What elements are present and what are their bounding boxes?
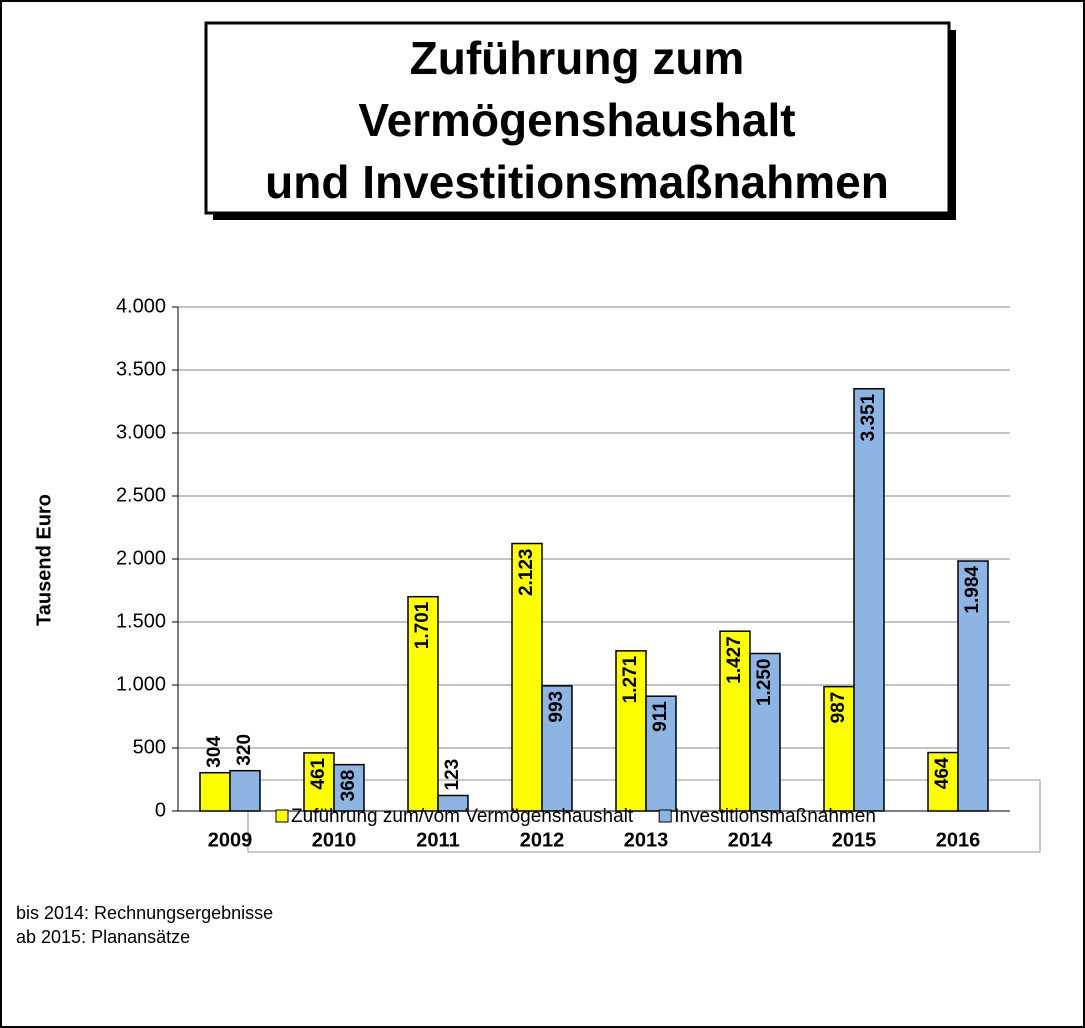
data-label: 320: [234, 734, 255, 766]
chart-title: und Investitionsmaßnahmen: [265, 156, 889, 208]
data-label: 464: [932, 757, 953, 789]
data-label: 304: [204, 736, 225, 768]
x-tick-label: 2010: [312, 829, 357, 851]
bar: [957, 560, 989, 812]
x-tick-label: 2013: [624, 829, 669, 851]
bar: [645, 695, 677, 812]
y-tick-label: 3.500: [116, 358, 166, 380]
legend-label: Investitionsmaßnahmen: [674, 806, 876, 827]
legend-label: Zuführung zum/vom Vermögenshaushalt: [291, 806, 634, 827]
y-tick-label: 4.000: [116, 295, 166, 317]
bar: [229, 769, 261, 812]
y-tick-label: 1.000: [116, 673, 166, 695]
x-tick-label: 2009: [208, 829, 253, 851]
bar: [719, 630, 751, 812]
data-label: 1.984: [962, 566, 983, 614]
bar: [823, 685, 855, 812]
legend-swatch: [275, 809, 289, 823]
bar: [927, 751, 959, 812]
x-tick-label: 2015: [832, 829, 877, 851]
y-tick-label: 2.500: [116, 484, 166, 506]
y-tick-label: 500: [133, 736, 166, 758]
chart-title: Vermögenshaushalt: [358, 94, 795, 146]
bar: [333, 763, 365, 812]
data-label: 1.271: [620, 655, 641, 703]
note: bis 2014: Rechnungsergebnisse: [16, 903, 273, 923]
y-tick-label: 0: [155, 799, 166, 821]
y-tick-label: 3.000: [116, 421, 166, 443]
bar: [853, 388, 885, 812]
bar: [199, 771, 231, 812]
data-label: 1.250: [754, 659, 775, 707]
x-tick-label: 2011: [416, 829, 459, 851]
x-tick-label: 2016: [936, 829, 981, 851]
y-axis-label: Tausend Euro: [33, 494, 55, 626]
data-label: 1.701: [412, 601, 433, 649]
data-label: 123: [442, 759, 463, 791]
title-box: [204, 21, 951, 215]
data-label: 987: [828, 692, 849, 724]
bar: [511, 542, 543, 812]
bar: [541, 685, 573, 812]
data-label: 1.427: [724, 636, 745, 684]
data-label: 3.351: [858, 393, 879, 441]
legend-swatch: [658, 809, 672, 823]
data-label: 461: [308, 757, 329, 789]
data-label: 993: [546, 691, 567, 723]
y-tick-label: 2.000: [116, 547, 166, 569]
bar: [303, 752, 335, 812]
data-label: 2.123: [516, 549, 537, 597]
bar: [437, 794, 469, 812]
data-label: 368: [338, 770, 359, 802]
x-tick-label: 2012: [520, 829, 565, 851]
bar: [749, 652, 781, 812]
bar: [407, 595, 439, 812]
data-label: 911: [650, 701, 671, 732]
note: ab 2015: Planansätze: [16, 927, 190, 947]
chart-title: Zuführung zum: [410, 32, 745, 84]
x-tick-label: 2014: [728, 829, 773, 851]
y-tick-label: 1.500: [116, 610, 166, 632]
